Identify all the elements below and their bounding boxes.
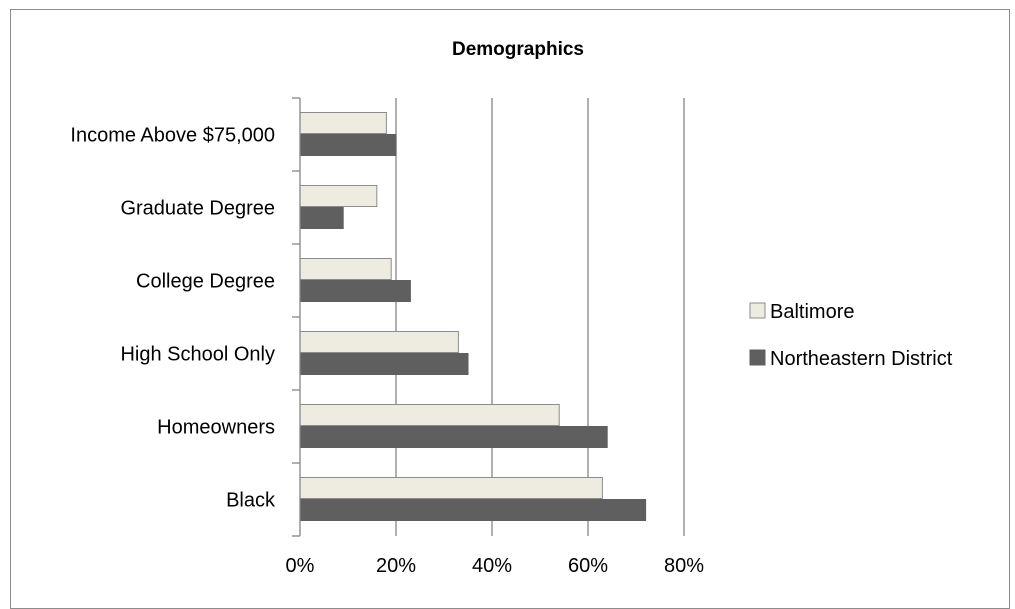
category-label: Black [226,490,276,512]
category-label: Graduate Degree [120,198,275,220]
legend-label: Northeastern District [770,348,953,370]
legend-swatch [749,349,766,366]
bar-baltimore [299,258,392,280]
bar-baltimore [299,112,387,134]
x-tick-label: 40% [472,555,512,577]
bar-northeastern-district [299,499,647,521]
bars-layer [299,112,647,521]
x-tick-label: 20% [376,555,416,577]
x-tick-label: 60% [568,555,608,577]
bar-baltimore [299,477,603,499]
legend-swatch [749,302,766,319]
x-tick-label: 0% [286,555,315,577]
grid-layer [395,98,685,536]
x-tick-label: 80% [664,555,704,577]
category-label: High School Only [120,344,275,366]
bar-northeastern-district [299,353,469,375]
bar-baltimore [299,331,459,353]
bar-baltimore [299,404,560,426]
bar-northeastern-district [299,134,397,156]
bar-baltimore [299,185,378,207]
bar-northeastern-district [299,280,411,302]
category-label: Income Above $75,000 [70,125,275,147]
legend-label: Baltimore [770,301,854,323]
legend: Baltimore Northeastern District [749,301,953,370]
category-label: Homeowners [157,417,275,439]
bar-northeastern-district [299,426,608,448]
bar-northeastern-district [299,207,344,229]
axis-layer: 0% 20% 40% 60% 80% Income Above $75,000 Gradua… [70,97,704,577]
category-label: College Degree [136,271,275,293]
chart-title: Demographics [452,39,584,60]
